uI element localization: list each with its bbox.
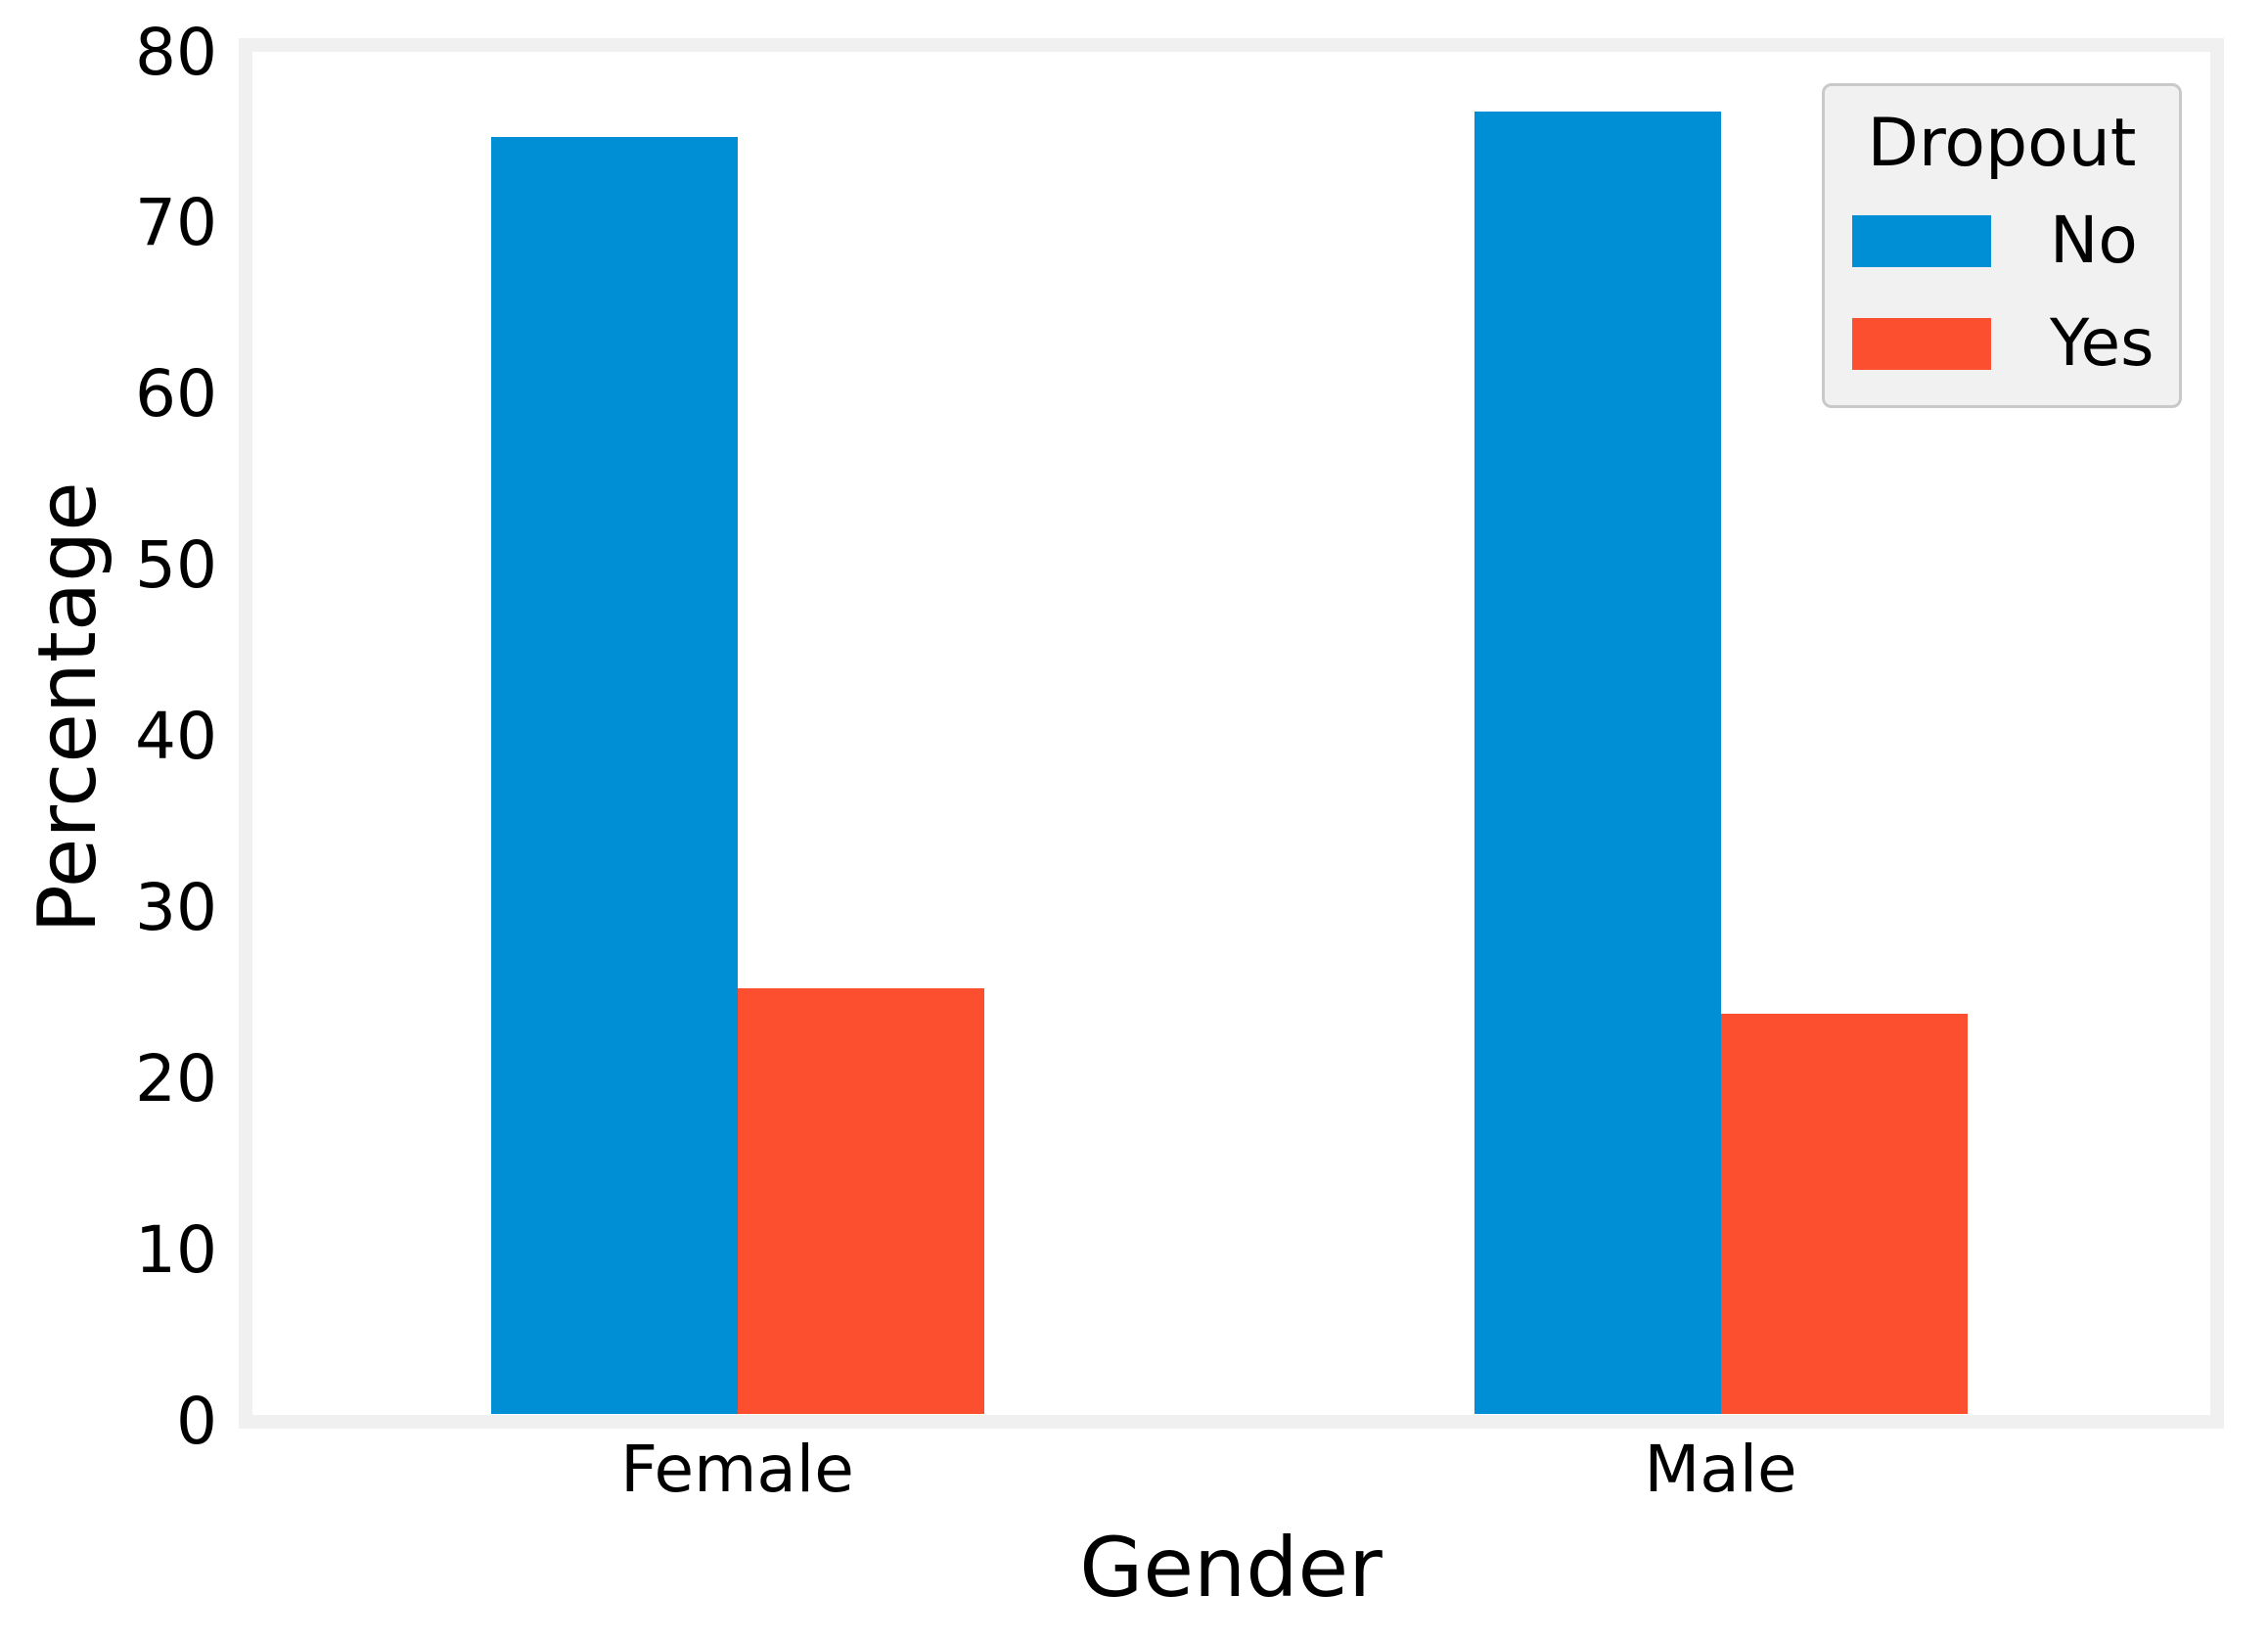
legend: Dropout No Yes [1822, 83, 2182, 408]
plot-area [252, 52, 2210, 1414]
y-tick-label: 20 [135, 1040, 217, 1116]
y-tick-label: 30 [135, 869, 217, 945]
y-tick-label: 70 [135, 185, 217, 261]
x-tick-label: Male [1644, 1432, 1797, 1507]
legend-title: Dropout [1867, 105, 2137, 182]
y-tick-label: 60 [135, 356, 217, 433]
y-tick-label: 80 [135, 14, 217, 90]
legend-swatch-yes-icon [1852, 318, 1991, 370]
x-axis-label: Gender [1079, 1520, 1383, 1616]
bar-male-yes [1720, 1014, 1968, 1414]
y-tick-label: 0 [176, 1383, 217, 1459]
x-tick-label: Female [620, 1432, 854, 1507]
bar-male-no [1474, 112, 1721, 1414]
y-tick-label: 10 [135, 1211, 217, 1288]
legend-label-no: No [2050, 203, 2138, 278]
bar-female-yes [737, 988, 984, 1414]
legend-swatch-no-icon [1852, 215, 1991, 267]
y-tick-label: 40 [135, 699, 217, 775]
y-tick-label: 50 [135, 527, 217, 604]
bar-female-no [490, 137, 738, 1414]
legend-label-yes: Yes [2050, 305, 2155, 381]
